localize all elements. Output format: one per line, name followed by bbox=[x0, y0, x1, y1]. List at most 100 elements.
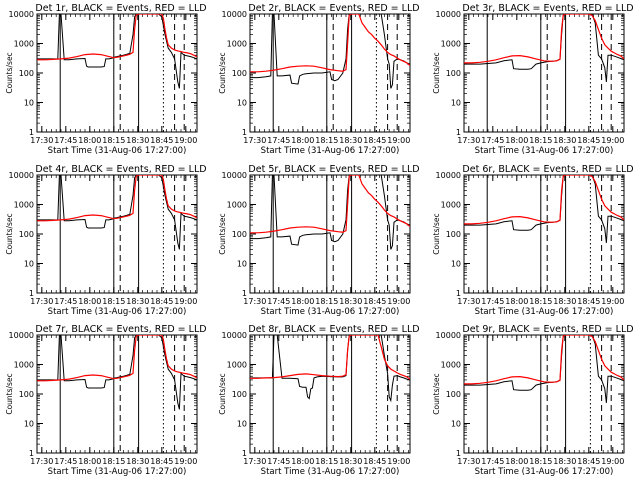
x-axis-label: Start Time (31-Aug-06 17:27:00) bbox=[261, 146, 400, 156]
x-tick-label: 19:00 bbox=[174, 457, 197, 466]
y-tick-label: 1 bbox=[29, 449, 34, 458]
x-tick-label: 18:15 bbox=[315, 297, 338, 306]
y-tick-label: 1000 bbox=[227, 361, 247, 370]
y-tick-label: 1 bbox=[456, 128, 461, 137]
x-tick-label: 18:45 bbox=[150, 457, 173, 466]
y-tick-label: 100 bbox=[19, 69, 34, 78]
x-tick-label: 18:30 bbox=[339, 297, 362, 306]
y-tick-label: 10 bbox=[237, 260, 247, 269]
x-tick-label: 18:00 bbox=[505, 136, 528, 145]
x-tick-label: 18:00 bbox=[78, 136, 101, 145]
x-tick-label: 19:00 bbox=[387, 457, 410, 466]
y-tick-label: 10 bbox=[451, 420, 461, 429]
x-tick-label: 18:45 bbox=[363, 136, 386, 145]
x-tick-label: 17:30 bbox=[243, 297, 266, 306]
events-series-line bbox=[37, 14, 197, 89]
chart-title: Det 8r, BLACK = Events, RED = LLD bbox=[248, 324, 419, 335]
lld-series-line bbox=[250, 14, 410, 73]
x-tick-label: 19:00 bbox=[601, 457, 624, 466]
y-tick-label: 10 bbox=[24, 99, 34, 108]
y-tick-label: 1 bbox=[29, 128, 34, 137]
y-tick-label: 100 bbox=[19, 230, 34, 239]
y-tick-label: 10000 bbox=[436, 10, 461, 19]
y-tick-label: 10 bbox=[451, 99, 461, 108]
x-tick-label: 17:45 bbox=[267, 457, 290, 466]
plot-frame bbox=[249, 334, 411, 454]
chart-title: Det 6r, BLACK = Events, RED = LLD bbox=[462, 164, 633, 175]
y-tick-label: 100 bbox=[232, 390, 247, 399]
plot-frame bbox=[36, 174, 198, 294]
y-tick-label: 10 bbox=[24, 260, 34, 269]
y-axis-label: Counts/sec bbox=[218, 373, 227, 414]
lld-series-line bbox=[464, 335, 624, 385]
lld-series-line bbox=[37, 335, 197, 382]
x-tick-label: 17:45 bbox=[54, 457, 77, 466]
chart-title: Det 5r, BLACK = Events, RED = LLD bbox=[248, 164, 419, 175]
y-tick-label: 1000 bbox=[14, 201, 34, 210]
x-tick-label: 17:45 bbox=[267, 136, 290, 145]
x-tick-label: 17:45 bbox=[267, 297, 290, 306]
plot-frame bbox=[36, 334, 198, 454]
y-tick-label: 100 bbox=[446, 390, 461, 399]
y-tick-label: 1000 bbox=[14, 361, 34, 370]
x-tick-label: 17:45 bbox=[54, 297, 77, 306]
y-axis-label: Counts/sec bbox=[432, 52, 441, 93]
y-axis-label: Counts/sec bbox=[218, 213, 227, 254]
x-axis-label: Start Time (31-Aug-06 17:27:00) bbox=[475, 467, 614, 477]
x-tick-label: 19:00 bbox=[387, 297, 410, 306]
x-tick-label: 17:30 bbox=[457, 297, 480, 306]
y-tick-label: 10000 bbox=[222, 10, 247, 19]
events-series-line bbox=[250, 175, 410, 250]
y-axis-label: Counts/sec bbox=[5, 52, 14, 93]
y-tick-label: 1 bbox=[242, 289, 247, 298]
x-tick-label: 17:45 bbox=[481, 136, 504, 145]
x-tick-label: 18:30 bbox=[126, 136, 149, 145]
y-tick-label: 1000 bbox=[227, 40, 247, 49]
y-tick-label: 10 bbox=[24, 420, 34, 429]
x-tick-label: 17:30 bbox=[457, 457, 480, 466]
x-tick-label: 19:00 bbox=[174, 136, 197, 145]
y-tick-label: 10000 bbox=[222, 331, 247, 340]
chart-title: Det 4r, BLACK = Events, RED = LLD bbox=[35, 164, 206, 175]
plot-frame bbox=[463, 13, 625, 133]
x-tick-label: 18:00 bbox=[291, 457, 314, 466]
y-tick-label: 10 bbox=[237, 99, 247, 108]
x-axis-label: Start Time (31-Aug-06 17:27:00) bbox=[475, 146, 614, 156]
lld-series-line bbox=[37, 175, 197, 222]
y-tick-label: 1 bbox=[242, 128, 247, 137]
y-axis-label: Counts/sec bbox=[5, 213, 14, 254]
plot-frame bbox=[463, 174, 625, 294]
plot-frame bbox=[36, 13, 198, 133]
y-tick-label: 1000 bbox=[441, 40, 461, 49]
y-tick-label: 10000 bbox=[9, 10, 34, 19]
y-tick-label: 10 bbox=[237, 420, 247, 429]
chart-panel: Det 6r, BLACK = Events, RED = LLD 1 10 100 1… bbox=[432, 164, 634, 317]
y-tick-label: 100 bbox=[19, 390, 34, 399]
x-tick-label: 17:45 bbox=[481, 457, 504, 466]
x-tick-label: 18:30 bbox=[126, 457, 149, 466]
y-tick-label: 10000 bbox=[222, 171, 247, 180]
y-tick-label: 100 bbox=[232, 230, 247, 239]
chart-panel: Det 8r, BLACK = Events, RED = LLD 1 10 100 1… bbox=[218, 324, 420, 477]
x-tick-label: 18:45 bbox=[150, 136, 173, 145]
x-tick-label: 19:00 bbox=[387, 136, 410, 145]
x-tick-label: 18:15 bbox=[102, 457, 125, 466]
x-tick-label: 18:00 bbox=[78, 457, 101, 466]
x-axis-label: Start Time (31-Aug-06 17:27:00) bbox=[475, 307, 614, 317]
y-tick-label: 1 bbox=[242, 449, 247, 458]
x-tick-label: 18:45 bbox=[577, 457, 600, 466]
events-series-line bbox=[37, 175, 197, 250]
chart-panel: Det 5r, BLACK = Events, RED = LLD 1 10 100 1… bbox=[218, 164, 420, 317]
y-tick-label: 1 bbox=[29, 289, 34, 298]
chart-panel: Det 3r, BLACK = Events, RED = LLD 1 10 100 1… bbox=[432, 3, 634, 156]
x-tick-label: 17:30 bbox=[243, 136, 266, 145]
lld-series-line bbox=[464, 175, 624, 225]
chart-title: Det 7r, BLACK = Events, RED = LLD bbox=[35, 324, 206, 335]
events-series-line bbox=[464, 14, 624, 82]
x-axis-label: Start Time (31-Aug-06 17:27:00) bbox=[48, 467, 187, 477]
chart-title: Det 9r, BLACK = Events, RED = LLD bbox=[462, 324, 633, 335]
y-axis-label: Counts/sec bbox=[5, 373, 14, 414]
y-tick-label: 100 bbox=[446, 69, 461, 78]
x-axis-label: Start Time (31-Aug-06 17:27:00) bbox=[48, 146, 187, 156]
chart-title: Det 1r, BLACK = Events, RED = LLD bbox=[35, 3, 206, 14]
